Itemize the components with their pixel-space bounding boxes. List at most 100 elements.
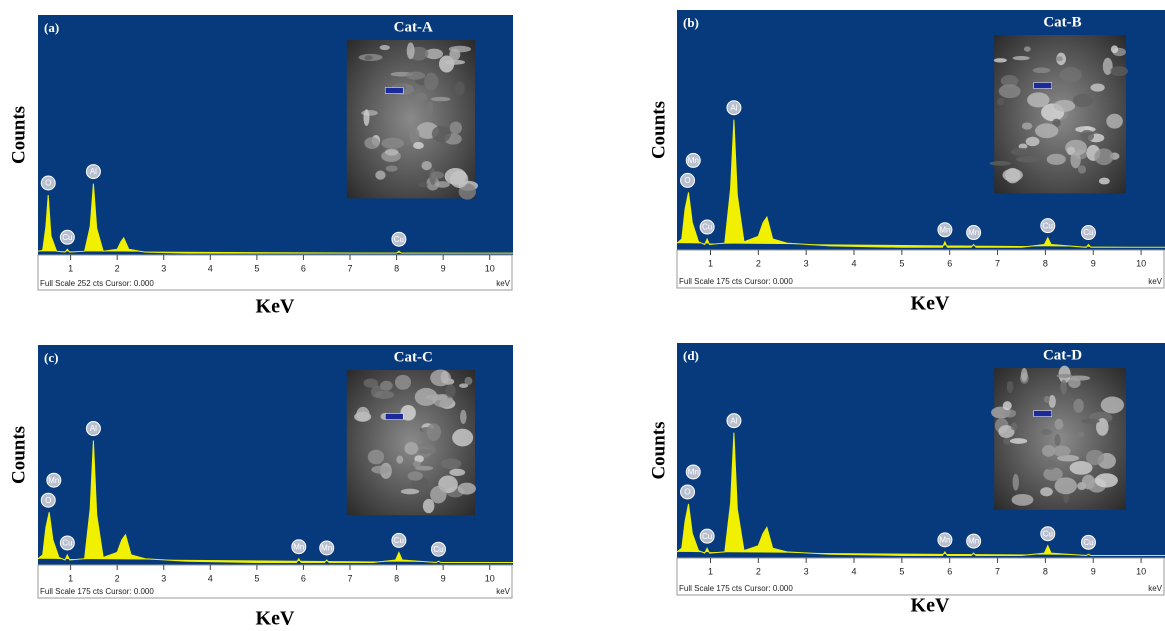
x-tick-label: 4	[852, 258, 857, 268]
y-axis-label: Counts	[8, 426, 29, 484]
sem-grain	[1055, 477, 1077, 494]
sem-grain	[423, 499, 435, 513]
x-tick-label: 1	[68, 263, 73, 273]
x-tick-label: 8	[394, 573, 399, 583]
sem-grain	[1024, 46, 1031, 51]
footer: Full Scale 252 cts Cursor: 0.000	[40, 279, 154, 288]
sem-grain	[1073, 399, 1083, 413]
sem-grain	[431, 97, 451, 101]
panel-title: Cat-B	[1043, 14, 1081, 30]
peak-label: Al	[730, 416, 737, 425]
x-tick-label: 5	[899, 258, 904, 268]
peak-label: Mn	[688, 156, 699, 165]
sem-inset	[347, 40, 478, 200]
sem-grain	[427, 423, 441, 441]
sem-grain	[418, 182, 427, 188]
sem-grain	[999, 84, 1021, 98]
peak-label: Cu	[394, 235, 404, 244]
peak-label: Mn	[293, 542, 304, 551]
sem-grain	[375, 171, 385, 180]
unit-label: keV	[1148, 584, 1162, 593]
peak-label: Cu	[1043, 221, 1053, 230]
sem-inset	[991, 366, 1126, 510]
x-tick-label: 4	[852, 566, 857, 576]
x-tick-label: 6	[301, 573, 306, 583]
y-axis-label: Counts	[648, 421, 669, 479]
sem-grain	[1011, 494, 1033, 506]
sem-grain	[1078, 432, 1084, 438]
sem-grain	[455, 81, 465, 95]
unit-label: keV	[496, 587, 510, 596]
sem-marker	[1034, 411, 1052, 417]
peak-label: O	[45, 179, 51, 188]
x-tick-label: 7	[995, 566, 1000, 576]
sem-grain	[1011, 148, 1031, 155]
x-tick-label: 3	[161, 263, 166, 273]
x-tick-label: 9	[1091, 258, 1096, 268]
peak-label: Mn	[968, 228, 979, 237]
x-tick-label: 7	[348, 263, 353, 273]
sem-grain	[1080, 130, 1094, 142]
sem-grain	[1045, 460, 1056, 470]
sem-grain	[1056, 56, 1063, 61]
sem-grain	[408, 471, 423, 480]
sem-grain	[449, 46, 471, 53]
x-tick-label: 7	[995, 258, 1000, 268]
sem-grain	[1073, 94, 1093, 107]
sem-grain	[1003, 409, 1016, 417]
panel-label: (b)	[683, 15, 699, 30]
sem-grain	[444, 60, 465, 65]
y-axis-label: Counts	[8, 106, 29, 164]
x-tick-label: 2	[115, 263, 120, 273]
unit-label: keV	[496, 279, 510, 288]
x-tick-label: 10	[1136, 566, 1146, 576]
sem-grain	[432, 126, 451, 143]
sem-grain	[386, 165, 398, 171]
sem-grain	[431, 172, 444, 179]
figure: O Cu Al Cu 1 2 3 4 5 6 7 8 9 10 Full Scale 252 cts Cur…	[0, 0, 1165, 631]
sem-grain	[363, 109, 369, 126]
x-tick-label: 10	[485, 573, 495, 583]
sem-grain	[1068, 377, 1080, 388]
x-axis-label: KeV	[911, 595, 950, 617]
x-tick-label: 4	[208, 263, 213, 273]
peak-label: Cu	[702, 532, 712, 541]
sem-grain	[1054, 100, 1076, 112]
sem-grain	[375, 391, 395, 399]
peak-label: Cu	[433, 545, 443, 554]
panel-label: (c)	[44, 350, 58, 365]
x-tick-label: 4	[208, 573, 213, 583]
sem-grain	[415, 93, 427, 102]
sem-grain	[441, 371, 449, 384]
footer: Full Scale 175 cts Cursor: 0.000	[40, 587, 154, 596]
peak-label: Cu	[1043, 529, 1053, 538]
sem-grain	[449, 469, 465, 476]
sem-grain	[1007, 381, 1014, 393]
sem-grain	[1094, 148, 1113, 165]
sem-grain	[1090, 83, 1104, 91]
sem-grain	[419, 449, 433, 453]
sem-grain	[380, 45, 390, 50]
sem-grain	[1013, 56, 1030, 60]
sem-grain	[1106, 114, 1123, 129]
sem-grain	[997, 98, 1005, 105]
peak-label: O	[684, 488, 690, 497]
x-tick-label: 5	[254, 573, 259, 583]
x-axis-label: KeV	[911, 293, 950, 315]
sem-grain	[1086, 450, 1104, 465]
footer: Full Scale 175 cts Cursor: 0.000	[679, 584, 793, 593]
sem-grain	[363, 378, 378, 387]
peak-label: Cu	[1083, 538, 1093, 547]
peak-label: Cu	[62, 539, 72, 548]
peak-label: Mn	[321, 544, 332, 553]
x-tick-label: 6	[947, 258, 952, 268]
sem-grain	[426, 394, 448, 400]
peak-label: Mn	[688, 468, 699, 477]
x-tick-label: 1	[68, 573, 73, 583]
sem-grain	[990, 161, 1012, 166]
x-tick-label: 9	[1091, 566, 1096, 576]
sem-grain	[1099, 178, 1110, 185]
panel-label: (d)	[683, 348, 699, 363]
sem-grain	[409, 128, 419, 145]
panel-title: Cat-D	[1043, 347, 1082, 363]
